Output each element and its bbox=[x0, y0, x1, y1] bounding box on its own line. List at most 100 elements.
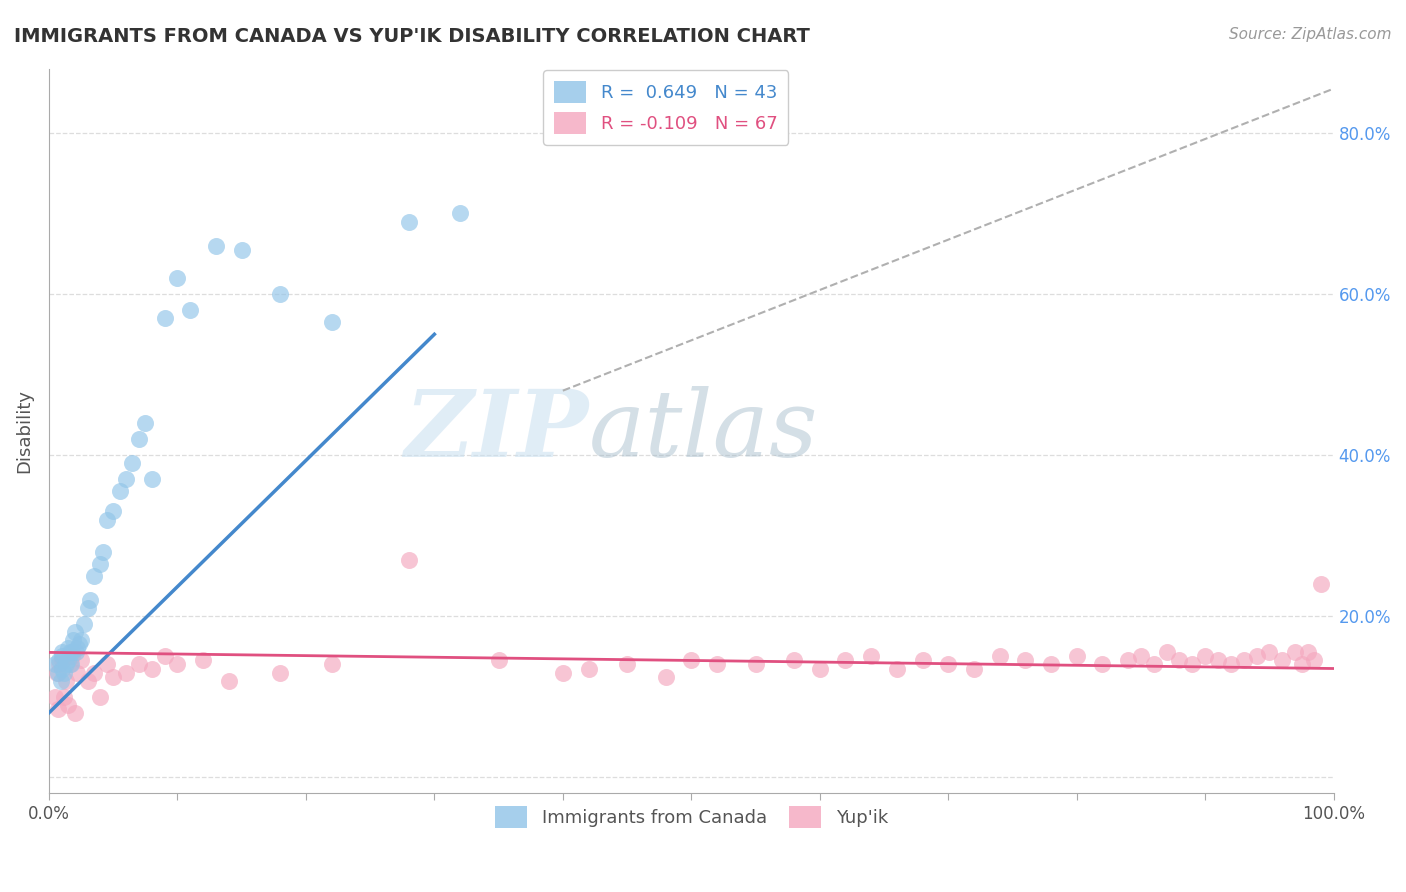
Point bbox=[191, 653, 214, 667]
Point bbox=[58, 641, 80, 656]
Point bbox=[706, 657, 728, 672]
Point bbox=[1168, 653, 1191, 667]
Point bbox=[1143, 657, 1166, 672]
Point bbox=[51, 649, 73, 664]
Point bbox=[551, 665, 574, 680]
Point bbox=[46, 702, 69, 716]
Point bbox=[115, 665, 138, 680]
Point bbox=[488, 653, 510, 667]
Point bbox=[231, 243, 253, 257]
Point bbox=[744, 657, 766, 672]
Point bbox=[89, 690, 111, 704]
Point bbox=[46, 665, 69, 680]
Point bbox=[1091, 657, 1114, 672]
Point bbox=[51, 661, 73, 675]
Point bbox=[1246, 649, 1268, 664]
Point bbox=[166, 657, 188, 672]
Point bbox=[58, 645, 80, 659]
Point bbox=[128, 657, 150, 672]
Point bbox=[58, 698, 80, 712]
Point bbox=[1219, 657, 1241, 672]
Point bbox=[121, 456, 143, 470]
Point bbox=[578, 661, 600, 675]
Point bbox=[321, 657, 343, 672]
Point bbox=[73, 617, 96, 632]
Point bbox=[1040, 657, 1063, 672]
Point bbox=[60, 649, 83, 664]
Point bbox=[1303, 653, 1326, 667]
Point bbox=[67, 637, 90, 651]
Point bbox=[96, 657, 118, 672]
Point bbox=[134, 416, 156, 430]
Point bbox=[91, 545, 114, 559]
Point bbox=[103, 669, 125, 683]
Point bbox=[1194, 649, 1216, 664]
Point bbox=[63, 706, 86, 720]
Point bbox=[1233, 653, 1256, 667]
Text: ZIP: ZIP bbox=[405, 386, 589, 476]
Point bbox=[1116, 653, 1139, 667]
Point bbox=[1284, 645, 1306, 659]
Point bbox=[141, 472, 163, 486]
Point bbox=[45, 665, 67, 680]
Point bbox=[834, 653, 856, 667]
Point bbox=[1156, 645, 1178, 659]
Point bbox=[59, 657, 82, 672]
Point bbox=[1014, 653, 1036, 667]
Text: IMMIGRANTS FROM CANADA VS YUP'IK DISABILITY CORRELATION CHART: IMMIGRANTS FROM CANADA VS YUP'IK DISABIL… bbox=[14, 27, 810, 45]
Point bbox=[66, 665, 89, 680]
Text: Source: ZipAtlas.com: Source: ZipAtlas.com bbox=[1229, 27, 1392, 42]
Point bbox=[83, 569, 105, 583]
Point bbox=[398, 214, 420, 228]
Text: atlas: atlas bbox=[589, 386, 818, 476]
Point bbox=[1309, 577, 1331, 591]
Point bbox=[1291, 657, 1313, 672]
Point bbox=[654, 669, 676, 683]
Point bbox=[128, 432, 150, 446]
Point bbox=[205, 238, 228, 252]
Legend: Immigrants from Canada, Yup'ik: Immigrants from Canada, Yup'ik bbox=[488, 798, 896, 835]
Point bbox=[1258, 645, 1281, 659]
Point bbox=[616, 657, 638, 672]
Point bbox=[55, 673, 77, 688]
Point bbox=[141, 661, 163, 675]
Point bbox=[44, 657, 66, 672]
Point bbox=[76, 673, 98, 688]
Point bbox=[1206, 653, 1229, 667]
Point bbox=[988, 649, 1011, 664]
Point bbox=[51, 645, 73, 659]
Point bbox=[936, 657, 959, 672]
Point bbox=[51, 653, 73, 667]
Point bbox=[63, 625, 86, 640]
Point bbox=[860, 649, 883, 664]
Point bbox=[179, 303, 201, 318]
Point bbox=[44, 690, 66, 704]
Point bbox=[166, 271, 188, 285]
Point bbox=[48, 657, 70, 672]
Point bbox=[269, 665, 291, 680]
Point bbox=[1271, 653, 1294, 667]
Point bbox=[60, 645, 83, 659]
Point bbox=[963, 661, 986, 675]
Point bbox=[269, 287, 291, 301]
Point bbox=[58, 657, 80, 672]
Point bbox=[89, 557, 111, 571]
Point bbox=[1296, 645, 1319, 659]
Point bbox=[53, 665, 76, 680]
Point bbox=[70, 633, 93, 648]
Point bbox=[218, 673, 240, 688]
Point bbox=[62, 633, 84, 648]
Point bbox=[911, 653, 934, 667]
Point bbox=[783, 653, 806, 667]
Point bbox=[83, 665, 105, 680]
Point bbox=[681, 653, 703, 667]
Point bbox=[808, 661, 831, 675]
Point bbox=[1181, 657, 1204, 672]
Point bbox=[79, 593, 101, 607]
Point bbox=[108, 484, 131, 499]
Point bbox=[65, 645, 87, 659]
Point bbox=[48, 653, 70, 667]
Point bbox=[66, 641, 89, 656]
Y-axis label: Disability: Disability bbox=[15, 389, 32, 473]
Point bbox=[115, 472, 138, 486]
